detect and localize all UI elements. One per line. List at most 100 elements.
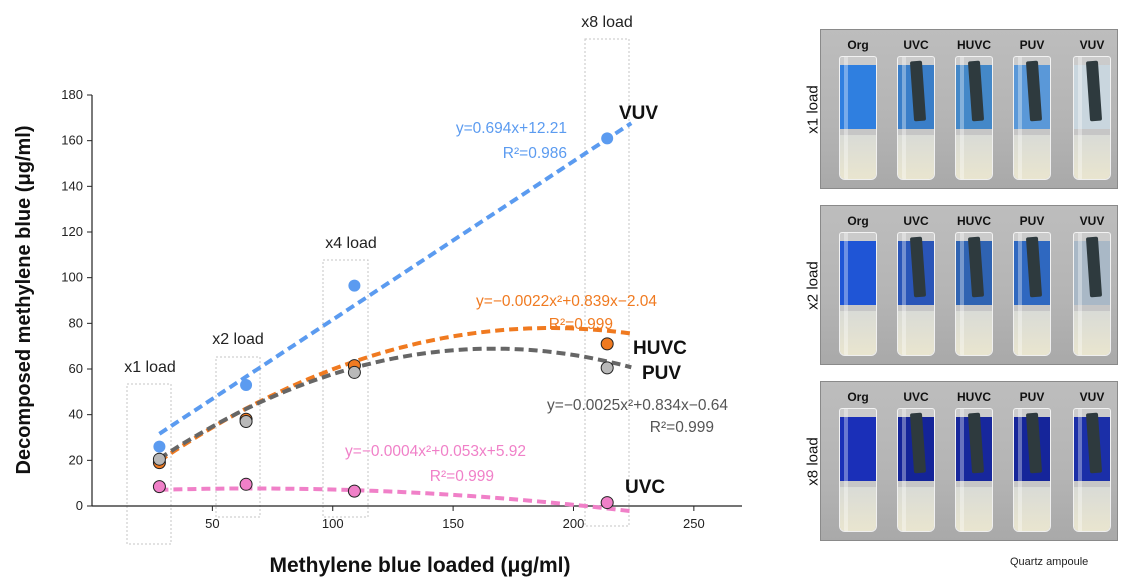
glass-shine	[1018, 233, 1022, 355]
data-point-uvc	[239, 477, 253, 491]
vial	[955, 56, 993, 180]
vial-solid	[840, 487, 876, 531]
glass-shine	[1078, 233, 1082, 355]
equation-uvc: y=−0.0004x²+0.053x+5.92	[345, 443, 526, 460]
vial-label: VUV	[1079, 390, 1105, 404]
vial	[897, 232, 935, 356]
y-tick-label: 140	[61, 178, 83, 193]
y-tick-label: 40	[69, 407, 83, 422]
vial-solid	[1074, 135, 1110, 179]
y-tick-label: 120	[61, 224, 83, 239]
r-squared-huvc: R²=0.999	[549, 316, 613, 333]
vial-solid	[1014, 487, 1050, 531]
data-point-puv	[347, 365, 361, 379]
chart: x1 load x2 load x4 load x8 load 0 20 40 60 80 100…	[13, 14, 742, 577]
vial	[955, 408, 993, 532]
glass-shine	[1078, 57, 1082, 179]
x-axis-label: Methylene blue loaded (μg/ml)	[269, 554, 570, 577]
equation-puv: y=−0.0025x²+0.834x−0.64	[547, 397, 728, 414]
vial-label: HUVC	[956, 390, 991, 404]
group-label: x8 load	[581, 14, 633, 31]
vial-solid	[956, 311, 992, 355]
glass-shine	[960, 409, 964, 531]
group-label: x2 load	[212, 331, 264, 348]
vial	[1073, 56, 1111, 180]
data-point-vuv	[601, 132, 614, 145]
data-point-uvc	[600, 496, 614, 510]
vial	[839, 232, 877, 356]
vial-label: Org	[847, 390, 869, 404]
vial-label: HUVC	[956, 38, 991, 52]
vial-liquid	[840, 65, 876, 129]
vial-label: VUV	[1079, 214, 1105, 228]
glass-shine	[1018, 409, 1022, 531]
group-box	[215, 356, 261, 518]
data-point-huvc	[600, 337, 614, 351]
vial	[1013, 408, 1051, 532]
vial-label: Org	[847, 214, 869, 228]
vial-liquid	[840, 417, 876, 481]
vial-label: UVC	[903, 214, 929, 228]
vial	[839, 408, 877, 532]
data-point-uvc	[347, 484, 361, 498]
photo-footnote: Quartz ampoule	[1010, 556, 1089, 568]
series-label-uvc: UVC	[625, 477, 665, 498]
fit-line-uvc	[159, 486, 632, 514]
group-box	[126, 383, 172, 545]
vial	[955, 232, 993, 356]
vial-solid	[898, 135, 934, 179]
vial-solid	[956, 135, 992, 179]
vial-label: PUV	[1019, 390, 1045, 404]
data-point-vuv	[240, 378, 253, 391]
vial-label: PUV	[1019, 38, 1045, 52]
y-tick-label: 60	[69, 361, 83, 376]
vial	[1013, 232, 1051, 356]
group-label: x4 load	[325, 235, 377, 252]
glass-shine	[844, 57, 848, 179]
x-tick-label: 250	[683, 516, 705, 531]
photo-row-label: x2 load	[804, 261, 822, 310]
vial	[1073, 232, 1111, 356]
data-point-puv	[600, 361, 614, 375]
y-tick-label: 180	[61, 87, 83, 102]
vial-solid	[840, 135, 876, 179]
glass-shine	[1018, 57, 1022, 179]
vial-solid	[1074, 487, 1110, 531]
vial-solid	[956, 487, 992, 531]
vial-liquid	[840, 241, 876, 305]
r-squared-uvc: R²=0.999	[430, 468, 494, 485]
vial-solid	[1014, 311, 1050, 355]
vial-photo-panel: Org UVC HUVC PUV VUV	[820, 205, 1118, 365]
group-box	[584, 38, 630, 527]
group-box	[322, 259, 369, 518]
glass-shine	[902, 57, 906, 179]
series-label-huvc: HUVC	[633, 338, 687, 359]
vial-label: UVC	[903, 38, 929, 52]
glass-shine	[960, 233, 964, 355]
vial-label: PUV	[1019, 214, 1045, 228]
vial	[839, 56, 877, 180]
y-tick-label: 20	[69, 452, 83, 467]
photo-row-label: x8 load	[804, 437, 822, 486]
glass-shine	[844, 233, 848, 355]
vial-label: HUVC	[956, 214, 991, 228]
group-label: x1 load	[124, 359, 176, 376]
vial	[897, 408, 935, 532]
vial	[1013, 56, 1051, 180]
data-point-puv	[239, 415, 253, 429]
glass-shine	[1078, 409, 1082, 531]
r-squared-puv: R²=0.999	[650, 419, 714, 436]
vial-label: UVC	[903, 390, 929, 404]
vial-solid	[1074, 311, 1110, 355]
fit-line-vuv	[158, 121, 633, 436]
vial-label: VUV	[1079, 38, 1105, 52]
vial	[897, 56, 935, 180]
series-label-puv: PUV	[642, 363, 681, 384]
photo-row-label: x1 load	[804, 85, 822, 134]
glass-shine	[902, 409, 906, 531]
series-label-vuv: VUV	[619, 103, 658, 124]
r-squared-vuv: R²=0.986	[503, 145, 567, 162]
y-tick-label: 160	[61, 133, 83, 148]
vial-solid	[898, 311, 934, 355]
data-point-puv	[152, 452, 166, 466]
